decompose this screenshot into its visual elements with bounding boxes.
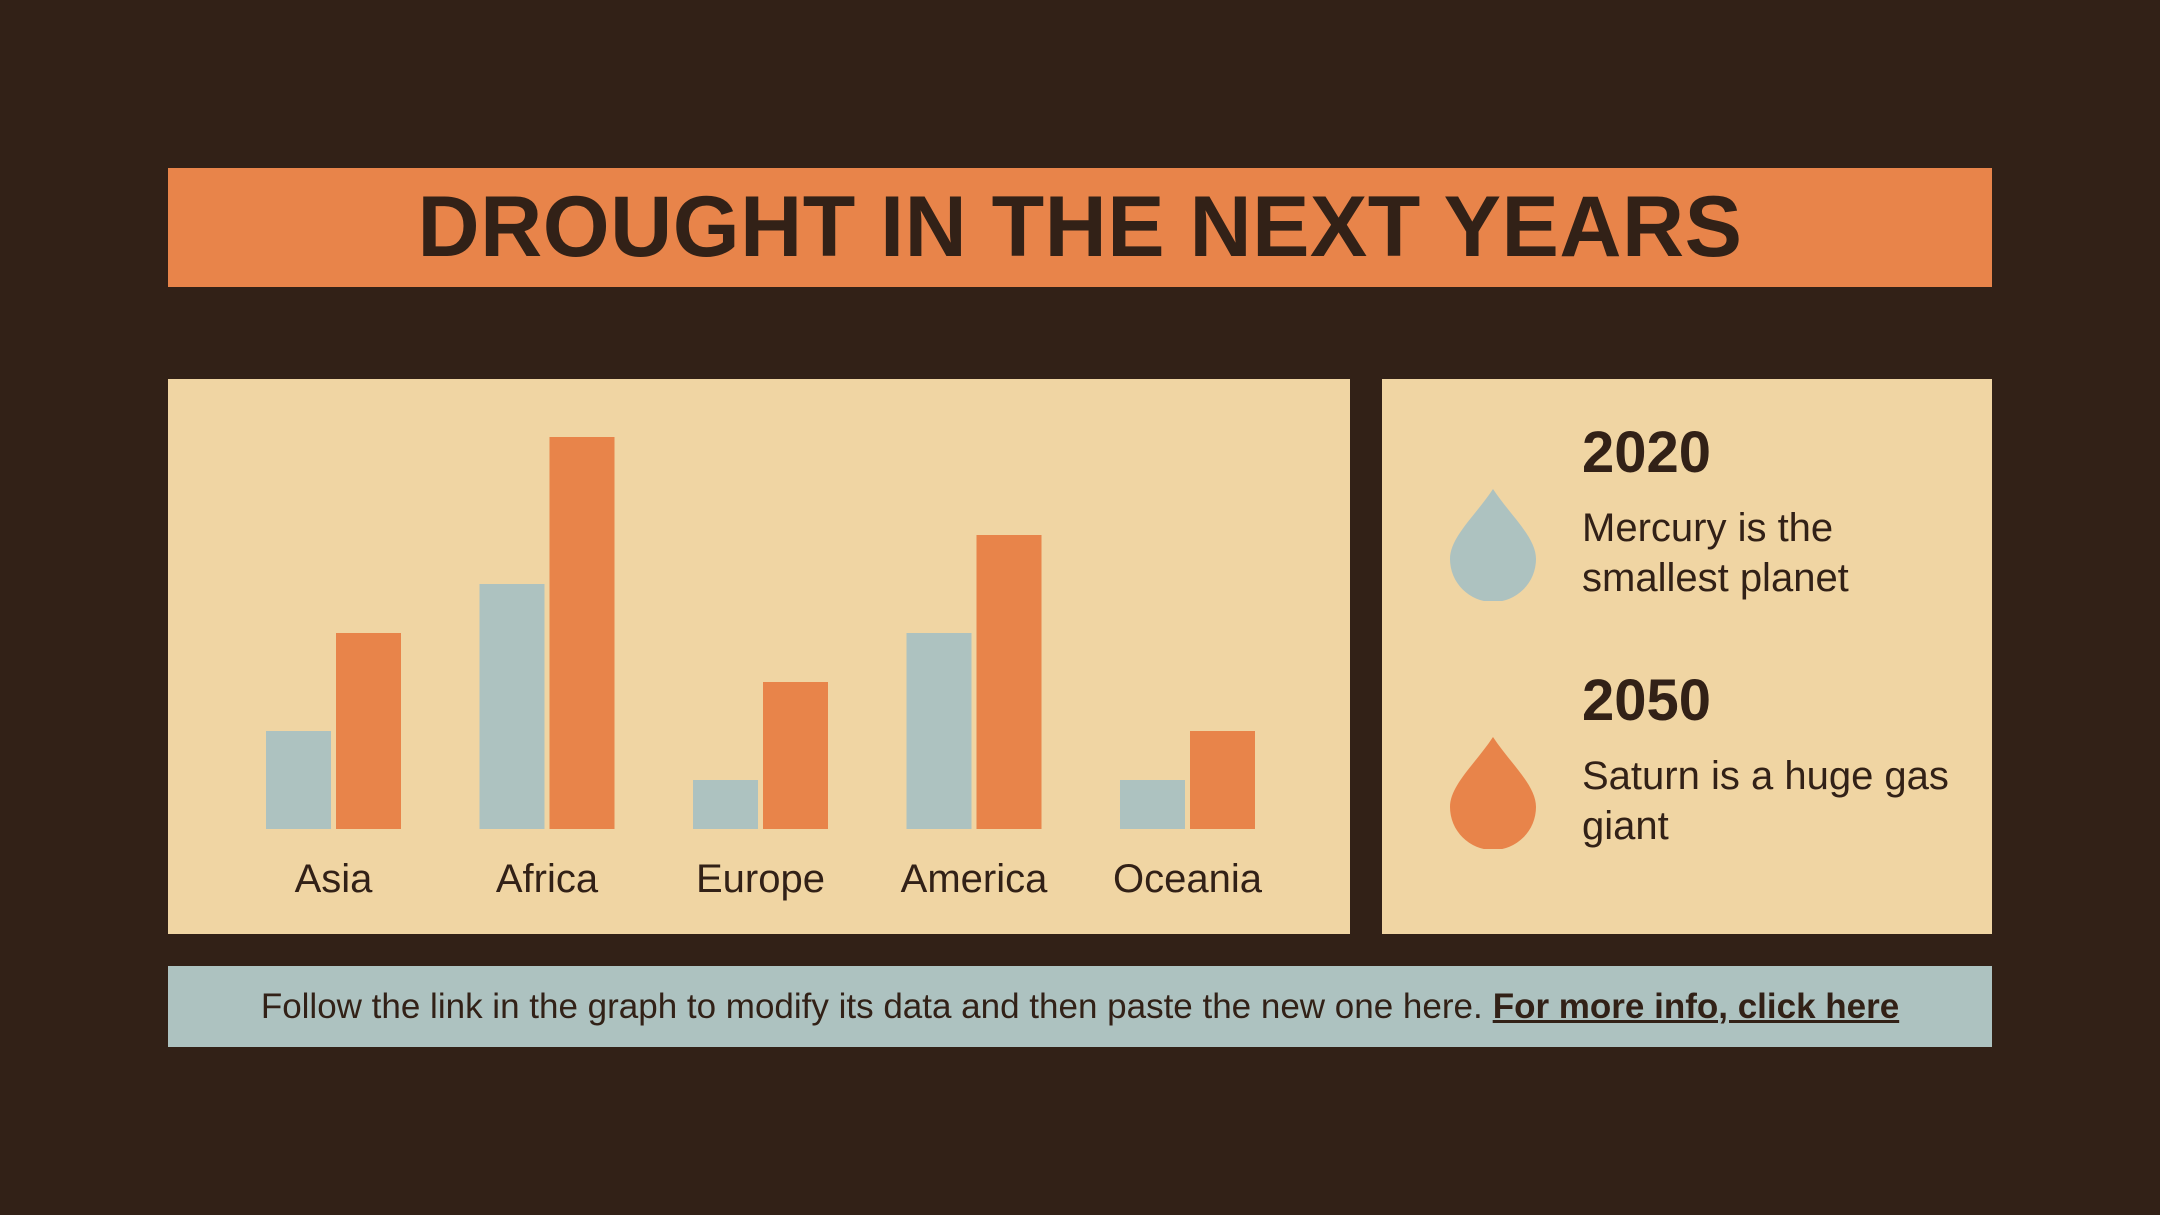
bar-oceania-series-2: [1190, 731, 1255, 829]
info-item-1: 2020 Mercury is the smallest planet: [1382, 419, 1992, 619]
info-description: Mercury is the smallest planet: [1582, 506, 1849, 600]
bar-america-series-2: [976, 535, 1042, 829]
bar-europe-series-1: [693, 780, 758, 829]
info-year: 2020: [1582, 420, 1712, 485]
category-label-asia: Asia: [295, 857, 374, 901]
bar-africa-series-1: [479, 584, 545, 829]
footer-bar: Follow the link in the graph to modify i…: [168, 966, 1992, 1047]
category-label-oceania: Oceania: [1113, 857, 1263, 901]
category-label-africa: Africa: [496, 857, 599, 901]
bar-africa-series-2: [549, 437, 615, 829]
info-panel: 2020 Mercury is the smallest planet 2050…: [1382, 379, 1992, 934]
bar-asia-series-2: [336, 633, 401, 829]
info-item-2: 2050 Saturn is a huge gas giant: [1382, 667, 1992, 867]
more-info-link[interactable]: For more info, click here: [1492, 986, 1900, 1026]
info-description: Saturn is a huge gas giant: [1582, 754, 1949, 848]
chart-panel: Asia Africa Europe America Oceania: [168, 379, 1350, 934]
water-drop-icon: [1450, 737, 1536, 849]
category-label-america: America: [901, 857, 1048, 901]
bar-america-series-1: [906, 633, 972, 829]
info-year: 2050: [1582, 668, 1712, 733]
bar-europe-series-2: [763, 682, 828, 829]
bar-chart: Asia Africa Europe America Oceania: [266, 437, 1263, 901]
page-title: DROUGHT IN THE NEXT YEARS: [417, 179, 1743, 275]
bar-oceania-series-1: [1120, 780, 1185, 829]
title-banner: DROUGHT IN THE NEXT YEARS: [168, 168, 1992, 287]
footer-text: Follow the link in the graph to modify i…: [260, 986, 1483, 1026]
bar-asia-series-1: [266, 731, 331, 829]
category-label-europe: Europe: [696, 857, 825, 901]
water-drop-icon: [1450, 489, 1536, 601]
